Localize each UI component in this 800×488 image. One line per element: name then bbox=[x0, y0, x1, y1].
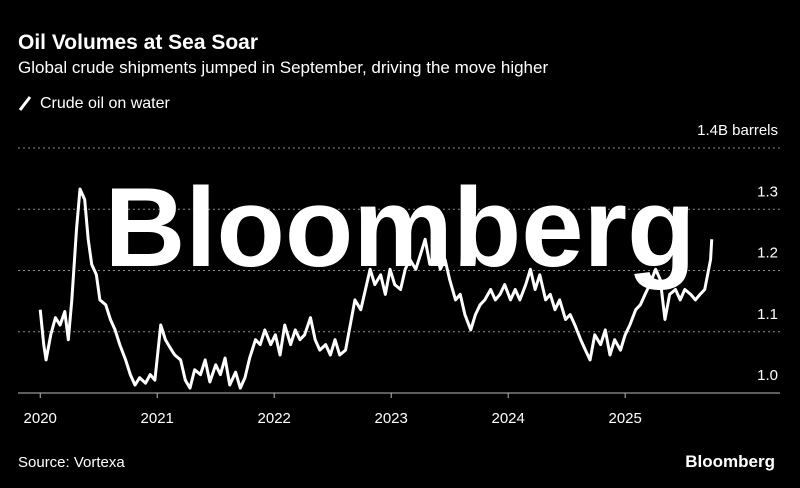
legend-label: Crude oil on water bbox=[40, 95, 171, 112]
y-tick-label: 1.3 bbox=[757, 183, 778, 200]
legend-swatch bbox=[18, 96, 32, 111]
chart-title: Oil Volumes at Sea Soar bbox=[18, 31, 258, 54]
x-tick-label: 2025 bbox=[608, 410, 641, 427]
y-tick-label: 1.1 bbox=[757, 306, 778, 323]
series-line bbox=[38, 187, 714, 390]
y-tick-label: 1.0 bbox=[757, 367, 778, 384]
x-tick-label: 2020 bbox=[24, 410, 57, 427]
x-tick-label: 2022 bbox=[258, 410, 291, 427]
brand-logo: Bloomberg bbox=[685, 452, 775, 471]
y-tick-label: 1.2 bbox=[757, 245, 778, 262]
x-tick-label: 2021 bbox=[141, 410, 174, 427]
x-tick-label: 2023 bbox=[375, 410, 408, 427]
x-tick-label: 2024 bbox=[492, 410, 525, 427]
y-tick-label: 1.4B barrels bbox=[697, 122, 778, 139]
chart-subtitle: Global crude shipments jumped in Septemb… bbox=[18, 58, 548, 77]
source: Source: Vortexa bbox=[18, 454, 125, 471]
watermark: Bloomberg bbox=[104, 165, 695, 290]
